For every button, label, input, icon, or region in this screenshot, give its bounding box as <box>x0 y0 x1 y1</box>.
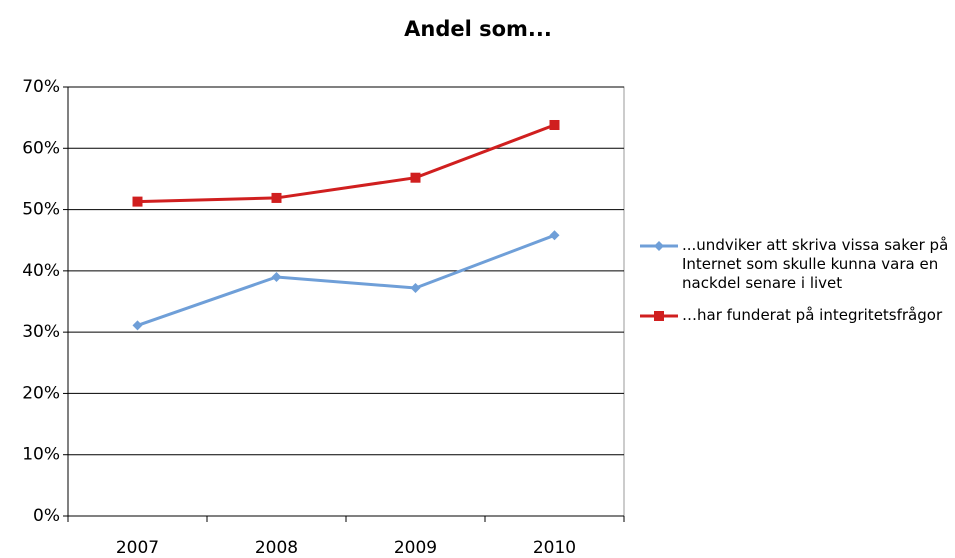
y-tick-label: 60% <box>22 138 60 158</box>
chart-title: Andel som... <box>404 17 552 41</box>
x-tick-label: 2008 <box>255 538 298 558</box>
y-tick-label: 20% <box>22 383 60 403</box>
legend-label: ...undviker att skriva vissa saker på In… <box>682 236 949 292</box>
legend-label: …har funderat på integritetsfrågor <box>682 306 943 324</box>
marker <box>410 283 421 294</box>
legend-marker <box>654 311 664 321</box>
marker <box>410 172 421 183</box>
y-tick-label: 40% <box>22 261 60 281</box>
y-tick-label: 10% <box>22 445 60 465</box>
marker <box>271 271 282 282</box>
x-tick-label: 2010 <box>533 538 576 558</box>
y-tick-label: 30% <box>22 322 60 342</box>
marker <box>132 320 143 331</box>
marker <box>132 196 143 207</box>
series-line <box>137 123 556 204</box>
marker <box>549 230 560 241</box>
marker <box>271 192 282 203</box>
x-tick-label: 2007 <box>116 538 159 558</box>
legend-marker <box>654 241 664 251</box>
marker <box>549 119 560 130</box>
x-tick-label: 2009 <box>394 538 437 558</box>
plot-area <box>67 86 625 517</box>
y-tick-label: 50% <box>22 200 60 220</box>
y-tick-label: 70% <box>22 77 60 97</box>
series-line <box>137 233 556 327</box>
y-tick-label: 0% <box>33 506 60 526</box>
